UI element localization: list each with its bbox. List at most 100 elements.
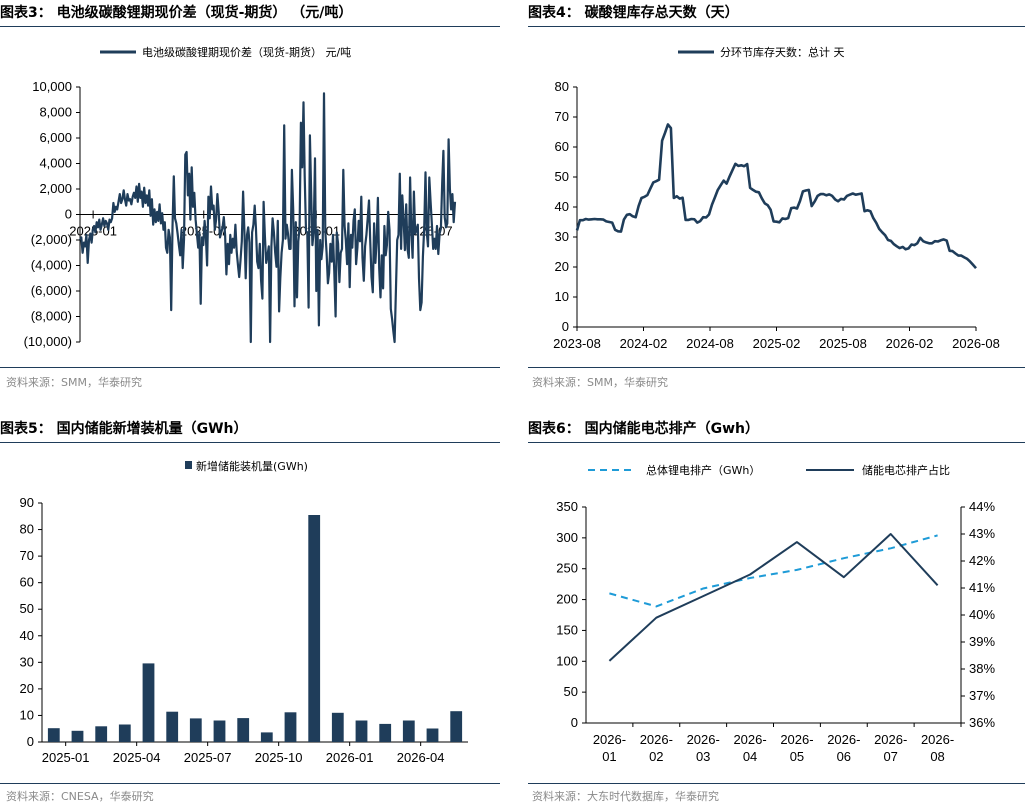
x-tick-label: 04 [743, 749, 757, 764]
x-tick-label: 2024-02 [620, 336, 668, 351]
x-tick-label: 06 [837, 749, 851, 764]
x-tick-label: 01 [602, 749, 616, 764]
y-tick-label: 70 [555, 109, 569, 124]
y-tick-label: (8,000) [31, 309, 72, 324]
y2-tick-label: 41% [969, 580, 995, 595]
bar [331, 712, 344, 742]
y2-tick-label: 40% [969, 607, 995, 622]
source-divider [0, 783, 500, 784]
inventory-days-chart: 分环节库存天数：总计 天 0 10 20 30 40 50 60 70 80 2023-08 2024… [553, 45, 1000, 351]
y-tick-label: 300 [556, 530, 578, 545]
y-tick-label: 50 [20, 601, 34, 616]
bar [237, 718, 250, 742]
x-tick-label: 2025-01 [42, 750, 90, 765]
x-tick-label: 2025-08 [819, 336, 867, 351]
y-tick-label: 0 [562, 319, 569, 334]
y-tick-label: 6,000 [39, 130, 72, 145]
bar [379, 723, 392, 742]
series-line [575, 123, 977, 270]
source-note: 资料来源：SMM，华泰研究 [532, 376, 668, 389]
legend-swatch [185, 461, 192, 469]
bar [284, 712, 297, 742]
bar [402, 720, 415, 742]
x-tick-label: 2026-01 [326, 750, 374, 765]
y-tick-label: 50 [564, 684, 578, 699]
x-tick-label: 2025-04 [113, 750, 161, 765]
bar [260, 732, 273, 742]
y-tick-label: 30 [20, 654, 34, 669]
x-tick-label: 2026- [687, 732, 720, 747]
y-tick-label: 20 [20, 681, 34, 696]
bar [450, 711, 463, 742]
panel-chart-6: 图表6： 国内储能电芯排产（Gwh） 总体锂电排产（GWh） 储能电芯排产占比 0 5… [528, 416, 1025, 807]
x-tick-label: 2026-02 [886, 336, 934, 351]
y-tick-label: 70 [20, 548, 34, 563]
bar [189, 718, 202, 742]
y-tick-label: (10,000) [24, 334, 72, 349]
source-note: 资料来源：CNESA，华泰研究 [6, 790, 154, 803]
title-divider [528, 26, 1025, 27]
bar [71, 730, 84, 742]
series-line-dashed [609, 534, 938, 608]
y-tick-label: 100 [556, 653, 578, 668]
panel-title: 图表3： 电池级碳酸锂期现价差（现货-期货） （元/吨） [0, 5, 353, 21]
legend-label: 分环节库存天数：总计 天 [720, 45, 845, 59]
x-tick-label: 2026- [640, 732, 673, 747]
x-tick-label: 2026- [780, 732, 813, 747]
series-line-solid [608, 533, 939, 662]
y2-tick-label: 43% [969, 526, 995, 541]
x-tick-label: 2026-08 [952, 336, 1000, 351]
y-tick-label: 10 [555, 289, 569, 304]
y-tick-label: 60 [20, 575, 34, 590]
y-tick-label: (6,000) [31, 283, 72, 298]
bar [355, 720, 368, 742]
bar [118, 724, 131, 742]
y-tick-label: 80 [555, 79, 569, 94]
source-divider [0, 367, 500, 368]
y2-tick-label: 38% [969, 661, 995, 676]
x-tick-label: 05 [790, 749, 804, 764]
y-tick-label: 200 [556, 592, 578, 607]
title-divider [528, 442, 1025, 443]
y-tick-label: 250 [556, 561, 578, 576]
y-tick-label: 80 [20, 522, 34, 537]
y-tick-label: 90 [20, 495, 34, 510]
y-tick-label: 0 [27, 734, 34, 749]
legend-label: 新增储能装机量(GWh) [196, 459, 308, 473]
source-divider [528, 783, 1025, 784]
bar [142, 663, 155, 742]
bar [426, 728, 439, 742]
lithium-basis-chart: 电池级碳酸锂期现价差（现货-期货） 元/吨 (10,000) (8,000) (6,0… [24, 45, 457, 349]
bar [308, 515, 321, 742]
bar [213, 720, 226, 742]
y-tick-label: 50 [555, 169, 569, 184]
x-tick-label: 2026- [827, 732, 860, 747]
y-tick-label: 8,000 [39, 105, 72, 120]
y-tick-label: 40 [20, 628, 34, 643]
y-tick-label: 60 [555, 139, 569, 154]
x-tick-label: 2026- [874, 732, 907, 747]
y2-tick-label: 44% [969, 499, 995, 514]
x-tick-label: 2025-10 [255, 750, 303, 765]
cell-production-chart: 总体锂电排产（GWh） 储能电芯排产占比050100150200250300350… [556, 463, 995, 764]
y2-tick-label: 42% [969, 553, 995, 568]
source-note: 资料来源：大东时代数据库，华泰研究 [532, 790, 719, 803]
x-tick-label: 2025-07 [184, 750, 232, 765]
legend-label: 总体锂电排产（GWh） [646, 463, 760, 477]
panel-chart-3: 图表3： 电池级碳酸锂期现价差（现货-期货） （元/吨） 电池级碳酸锂期现价差（… [0, 0, 500, 395]
x-tick-label: 2024-08 [686, 336, 734, 351]
y-tick-label: 30 [555, 229, 569, 244]
x-tick-label: 03 [696, 749, 710, 764]
y-tick-label: 20 [555, 259, 569, 274]
y2-tick-label: 39% [969, 634, 995, 649]
panel-title: 图表6： 国内储能电芯排产（Gwh） [528, 421, 760, 437]
x-tick-label: 2026- [921, 732, 954, 747]
x-tick-label: 2025-02 [753, 336, 801, 351]
bar [166, 711, 179, 742]
x-tick-label: 2023-08 [553, 336, 601, 351]
panel-title: 图表4： 碳酸锂库存总天数（天） [528, 5, 739, 21]
x-tick-label: 07 [883, 749, 897, 764]
panel-chart-5: 图表5： 国内储能新增装机量（GWh） 新增储能装机量(GWh) 0 10 20 30 4… [0, 416, 500, 807]
source-divider [528, 367, 1025, 368]
storage-installation-chart: 新增储能装机量(GWh) 0 10 20 30 40 50 60 70 80 90 2025-01 20… [20, 459, 468, 765]
